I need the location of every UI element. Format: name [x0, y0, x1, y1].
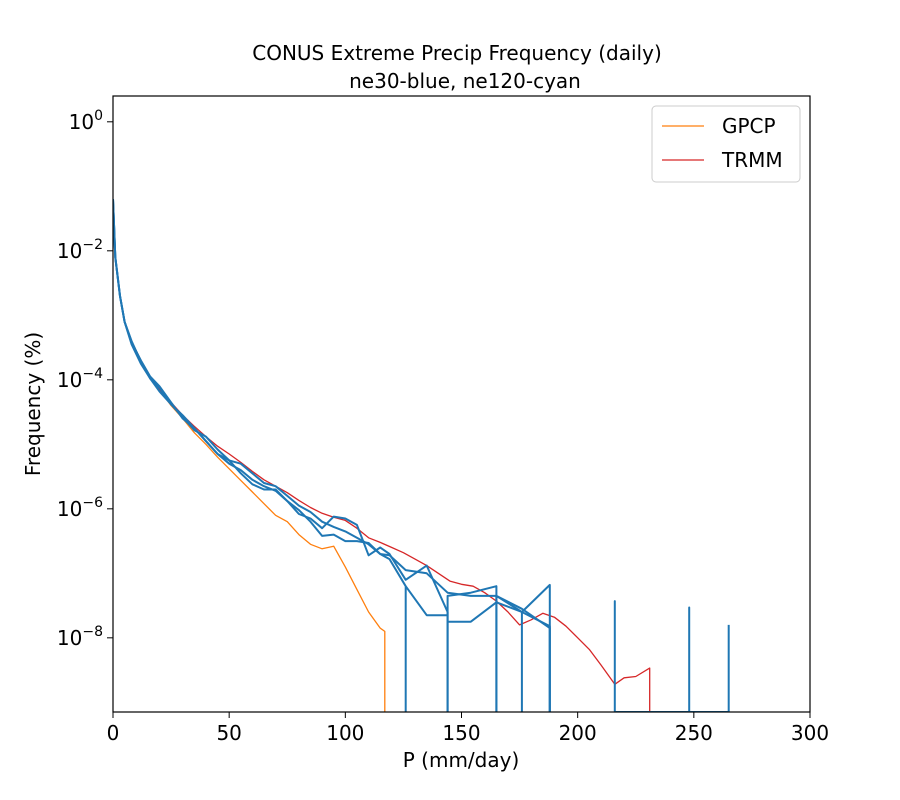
x-tick-label: 0 — [107, 721, 120, 745]
x-tick-label: 300 — [791, 721, 829, 745]
legend-box — [651, 105, 801, 183]
x-axis-label: P (mm/day) — [403, 748, 520, 772]
y-tick-label: 10−8 — [57, 624, 103, 650]
series-layer — [113, 199, 730, 712]
x-tick-label: 250 — [675, 721, 713, 745]
x-tick-label: 50 — [216, 721, 241, 745]
legend: GPCP TRMM — [651, 105, 801, 183]
legend-label-trmm: TRMM — [721, 148, 783, 172]
series-line-ne120-run-1 — [113, 199, 551, 712]
y-tick-label: 10−2 — [57, 237, 103, 263]
legend-label-gpcp: GPCP — [722, 114, 776, 138]
series-line-ne120-tail-spikes — [613, 600, 730, 712]
chart-subtitle: ne30-blue, ne120-cyan — [349, 69, 581, 93]
x-tick-label: 100 — [326, 721, 364, 745]
y-tick-label: 10−6 — [57, 495, 103, 521]
axis-ticks: 0 50 100 150 200 250 300 100 10−2 10−4 10−6 10−8 — [57, 108, 829, 745]
y-tick-label: 100 — [69, 108, 103, 134]
series-line-ne30-run-2 — [113, 199, 551, 712]
chart-title: CONUS Extreme Precip Frequency (daily) — [252, 41, 662, 65]
y-tick-label: 10−4 — [57, 366, 103, 392]
x-tick-label: 150 — [442, 721, 480, 745]
y-axis-label: Frequency (%) — [21, 332, 45, 476]
x-tick-label: 200 — [559, 721, 597, 745]
